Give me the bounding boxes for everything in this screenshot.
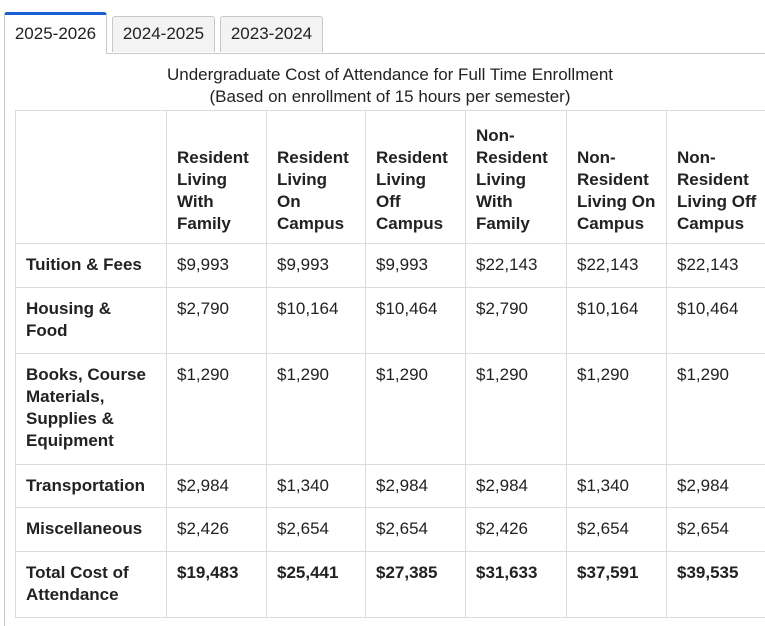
row-label: Housing & Food: [15, 287, 167, 354]
table-header-row: Resident Living With Family Resident Liv…: [15, 110, 765, 244]
row-label: Transportation: [15, 464, 167, 508]
column-header: Resident Living With Family: [166, 110, 267, 244]
table-row-total: Total Cost of Attendance $19,483 $25,441…: [15, 551, 765, 618]
table-cell: $10,464: [365, 287, 466, 354]
table-cell: $9,993: [266, 243, 366, 288]
table-cell: $37,591: [566, 551, 667, 618]
table-row: Housing & Food $2,790 $10,164 $10,464 $2…: [15, 287, 765, 354]
table-cell: $1,290: [666, 353, 765, 465]
table-row: Books, Course Materials, Supplies & Equi…: [15, 353, 765, 465]
table-cell: $2,654: [666, 507, 765, 552]
table-cell: $19,483: [166, 551, 267, 618]
table-cell: $22,143: [465, 243, 567, 288]
caption-title: Undergraduate Cost of Attendance for Ful…: [166, 65, 613, 84]
table-cell: $1,290: [566, 353, 667, 465]
table-cell: $9,993: [365, 243, 466, 288]
table-cell: $1,290: [465, 353, 567, 465]
table-cell: $1,340: [266, 464, 366, 508]
table-cell: $10,164: [566, 287, 667, 354]
table-cell: $2,654: [266, 507, 366, 552]
table-row: Miscellaneous $2,426 $2,654 $2,654 $2,42…: [15, 507, 765, 552]
column-header: Resident Living On Campus: [266, 110, 366, 244]
table-cell: $2,790: [166, 287, 267, 354]
table-cell: $22,143: [666, 243, 765, 288]
table-cell: $39,535: [666, 551, 765, 618]
table-cell: $2,984: [365, 464, 466, 508]
table-cell: $27,385: [365, 551, 466, 618]
table-cell: $2,426: [166, 507, 267, 552]
column-header: Resident Living Off Campus: [365, 110, 466, 244]
table-row: Transportation $2,984 $1,340 $2,984 $2,9…: [15, 464, 765, 508]
table-cell: $2,984: [166, 464, 267, 508]
table-cell: $2,984: [465, 464, 567, 508]
table-cell: $22,143: [566, 243, 667, 288]
row-label: Tuition & Fees: [15, 243, 167, 288]
table-cell: $1,290: [266, 353, 366, 465]
year-tabs: 2025-2026 2024-2025 2023-2024: [4, 12, 765, 54]
table-cell: $2,426: [465, 507, 567, 552]
table-cell: $2,654: [365, 507, 466, 552]
table-cell: $2,984: [666, 464, 765, 508]
table-cell: $9,993: [166, 243, 267, 288]
table-row: Tuition & Fees $9,993 $9,993 $9,993 $22,…: [15, 243, 765, 288]
column-header: Non-Resident Living On Campus: [566, 110, 667, 244]
column-header: Non-Resident Living With Family: [465, 110, 567, 244]
table-cell: $31,633: [465, 551, 567, 618]
table-caption: Undergraduate Cost of Attendance for Ful…: [5, 64, 765, 108]
table-cell: $1,290: [166, 353, 267, 465]
table-cell: $10,464: [666, 287, 765, 354]
table-cell: $2,790: [465, 287, 567, 354]
header-empty-cell: [15, 110, 167, 244]
table-cell: $1,290: [365, 353, 466, 465]
table-cell: $1,340: [566, 464, 667, 508]
table-cell: $10,164: [266, 287, 366, 354]
column-header: Non-Resident Living Off Campus: [666, 110, 765, 244]
row-label: Books, Course Materials, Supplies & Equi…: [15, 353, 167, 465]
caption-subtitle: (Based on enrollment of 15 hours per sem…: [209, 87, 571, 106]
tab-2025-2026[interactable]: 2025-2026: [4, 12, 107, 54]
tab-2024-2025[interactable]: 2024-2025: [112, 16, 215, 52]
tab-panel: Undergraduate Cost of Attendance for Ful…: [4, 53, 765, 626]
row-label: Miscellaneous: [15, 507, 167, 552]
cost-of-attendance-table: Resident Living With Family Resident Liv…: [15, 110, 765, 618]
table-cell: $25,441: [266, 551, 366, 618]
table-cell: $2,654: [566, 507, 667, 552]
tab-2023-2024[interactable]: 2023-2024: [220, 16, 323, 52]
row-label: Total Cost of Attendance: [15, 551, 167, 618]
